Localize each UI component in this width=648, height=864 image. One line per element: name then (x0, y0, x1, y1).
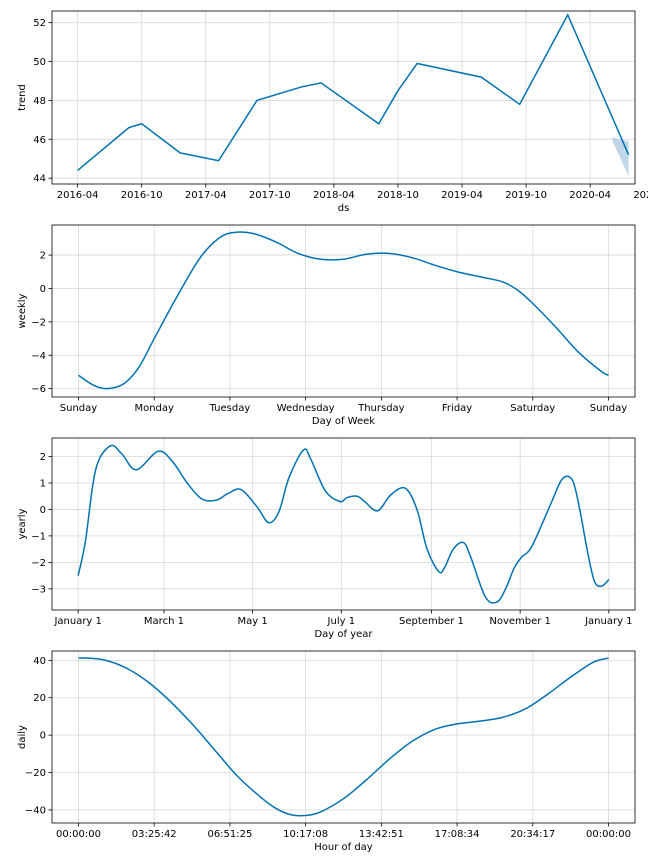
x-tick-label: Saturday (510, 403, 555, 414)
y-tick-label: −20 (25, 768, 46, 779)
x-tick-label: 2019-10 (505, 190, 547, 201)
x-tick-label: Monday (134, 403, 174, 414)
y-tick-label: 20 (33, 693, 46, 704)
plot-frame (51, 10, 636, 185)
x-tick-label: May 1 (238, 616, 268, 627)
trend-series-line (77, 13, 630, 171)
y-axis-label: weekly (17, 293, 28, 328)
trend-panel: 2016-04 2016-10 2017-04 2017-10 2018-04 2018-… (17, 10, 648, 214)
y-tick-label: −1 (31, 531, 46, 542)
x-axis-label: ds (338, 203, 350, 214)
x-tick-label: 2020-04 (569, 190, 611, 201)
x-tick-label: September 1 (399, 616, 464, 627)
x-tick-label: Thursday (357, 403, 405, 414)
y-tick-label: 1 (40, 478, 46, 489)
y-tick-label: −2 (31, 317, 46, 328)
x-tick-label: 13:42:51 (359, 829, 404, 840)
y-tick-label: 52 (33, 18, 46, 29)
y-tick-label: 0 (40, 731, 46, 742)
x-tick-label: 00:00:00 (586, 829, 631, 840)
y-tick-label: 44 (33, 174, 46, 185)
x-tick-label: November 1 (489, 616, 551, 627)
x-tick-label: 2019-04 (441, 190, 483, 201)
x-tick-label: Sunday (590, 403, 627, 414)
x-tick-label: 17:08:34 (435, 829, 480, 840)
y-tick-label: 40 (33, 656, 46, 667)
x-tick-label: Sunday (60, 403, 97, 414)
x-tick-label: January 1 (584, 616, 632, 627)
y-tick-label: 0 (40, 505, 46, 516)
plot-frame (51, 437, 636, 611)
x-axis-label: Hour of day (314, 842, 373, 853)
y-tick-label: −3 (31, 584, 46, 595)
yearly-panel: January 1 March 1 May 1 July 1 September 1 No… (17, 437, 636, 640)
x-tick-label: Tuesday (209, 403, 251, 414)
x-tick-label: Friday (442, 403, 472, 414)
x-tick-label: March 1 (144, 616, 184, 627)
x-tick-label: 00:00:00 (56, 829, 101, 840)
y-tick-label: −6 (31, 384, 46, 395)
uncertainty-band (612, 137, 629, 177)
x-tick-label: Wednesday (277, 403, 335, 414)
weekly-panel: Sunday Monday Tuesday Wednesday Thursday Frid… (17, 224, 636, 427)
x-tick-label: 20:34:17 (510, 829, 555, 840)
y-tick-label: 50 (33, 57, 46, 68)
y-axis-label: daily (17, 725, 28, 749)
x-tick-label: 2016-04 (57, 190, 99, 201)
x-tick-label: 2017-10 (249, 190, 291, 201)
daily-panel: 00:00:00 03:25:42 06:51:25 10:17:08 13:42:51… (17, 650, 636, 853)
x-tick-label: 2018-04 (313, 190, 355, 201)
y-tick-label: 0 (40, 284, 46, 295)
x-axis-label: Day of year (314, 629, 373, 640)
y-tick-label: 48 (33, 96, 46, 107)
x-tick-label: 2018-10 (377, 190, 419, 201)
y-axis-label: trend (17, 84, 28, 111)
x-tick-label: 10:17:08 (283, 829, 328, 840)
y-tick-label: −4 (31, 351, 46, 362)
x-tick-label: 2016-10 (121, 190, 163, 201)
x-axis-label: Day of Week (312, 416, 375, 427)
plot-frame (51, 650, 636, 824)
daily-series-line (78, 657, 609, 817)
x-tick-label: 2017-04 (185, 190, 227, 201)
y-tick-label: 46 (33, 135, 46, 146)
weekly-series-line (78, 231, 609, 390)
x-tick-label: 03:25:42 (132, 829, 177, 840)
x-tick-label: January 1 (53, 616, 101, 627)
x-tick-label: 2020-10 (633, 190, 648, 201)
x-tick-label: July 1 (327, 616, 356, 627)
yearly-series-line (77, 444, 610, 604)
y-tick-label: 2 (40, 251, 46, 262)
y-axis-label: yearly (17, 508, 28, 539)
y-tick-label: 2 (40, 452, 46, 463)
y-tick-label: −2 (31, 558, 46, 569)
y-tick-label: −40 (25, 805, 46, 816)
x-tick-label: 06:51:25 (207, 829, 252, 840)
plot-frame (51, 224, 636, 398)
